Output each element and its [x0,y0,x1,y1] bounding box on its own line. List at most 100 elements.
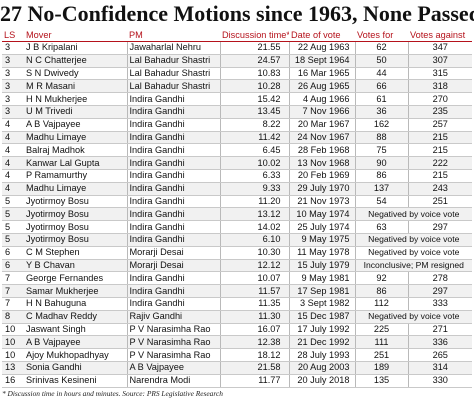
cell-votes-for: 112 [354,297,408,311]
cell-mover: H N Bahuguna [24,297,127,311]
table-row: 7 Samar Mukherjee Indira Gandhi 11.57 17 Sep… [2,284,472,298]
table-row: 4 Balraj Madhok Indira Gandhi 6.45 28 Feb 19… [2,143,472,158]
cell-votes-against: 235 [407,105,472,119]
cell-votes-for: 61 [354,92,408,106]
header-discussion-time: Discussion time* [220,28,289,42]
cell-date-of-vote: 22 Aug 1963 [288,41,355,55]
cell-votes-for: 111 [354,335,408,350]
cell-discussion-time: 14.02 [219,220,289,234]
cell-votes-against: 307 [407,54,472,68]
cell-ls: 10 [2,335,24,350]
cell-mover: Jyotirmoy Bosu [24,220,127,234]
cell-votes-for: 90 [354,156,408,170]
table-row: 5 Jyotirmoy Bosu Indira Gandhi 14.02 25 July… [2,220,472,234]
cell-votes-against: 314 [407,361,472,375]
cell-votes-for: 189 [354,361,408,375]
cell-votes-against: 333 [407,297,472,311]
cell-votes-against: 315 [407,67,472,81]
cell-discussion-time: 10.28 [219,79,289,94]
cell-vote-note: Negatived by voice vote [354,246,472,260]
cell-ls: 3 [2,41,24,55]
cell-date-of-vote: 21 Nov 1973 [288,195,355,209]
cell-discussion-time: 15.42 [219,92,289,106]
cell-votes-for: 63 [354,220,408,234]
cell-mover: M R Masani [24,79,127,94]
cell-pm: Rajiv Gandhi [126,310,220,324]
cell-pm: P V Narasimha Rao [126,323,220,337]
cell-votes-against: 318 [407,79,472,94]
cell-pm: Morarji Desai [126,246,220,260]
cell-discussion-time: 10.30 [219,246,289,260]
cell-ls: 3 [2,79,24,94]
cell-ls: 6 [2,259,24,273]
cell-ls: 3 [2,54,24,68]
table-row: 16 Srinivas Kesineni Narendra Modi 11.77 20 … [2,374,472,388]
cell-discussion-time: 9.33 [219,182,289,196]
cell-votes-against: 336 [407,335,472,350]
cell-ls: 5 [2,233,24,247]
cell-mover: Kanwar Lal Gupta [24,156,127,170]
cell-mover: A B Vajpayee [24,118,127,132]
cell-date-of-vote: 28 Feb 1968 [288,143,355,158]
cell-ls: 7 [2,297,24,311]
cell-ls: 7 [2,271,24,286]
cell-discussion-time: 24.57 [219,54,289,68]
cell-mover: Madhu Limaye [24,182,127,196]
cell-pm: Indira Gandhi [126,271,220,286]
cell-pm: Indira Gandhi [126,169,220,183]
cell-pm: Indira Gandhi [126,297,220,311]
cell-pm: Lal Bahadur Shastri [126,54,220,68]
cell-votes-against: 215 [407,143,472,158]
cell-mover: A B Vajpayee [24,335,127,350]
table-row: 10 Ajoy Mukhopadhyay P V Narasimha Rao 18.1… [2,348,472,362]
header-date-of-vote: Date of vote [289,28,355,42]
cell-ls: 13 [2,361,24,375]
cell-discussion-time: 6.33 [219,169,289,183]
cell-ls: 3 [2,92,24,106]
cell-pm: Lal Bahadur Shastri [126,79,220,94]
cell-mover: Samar Mukherjee [24,284,127,298]
header-votes-against: Votes against [408,28,472,42]
cell-mover: C Madhav Reddy [24,310,127,324]
cell-discussion-time: 10.07 [219,271,289,286]
cell-discussion-time: 10.02 [219,156,289,170]
cell-pm: Indira Gandhi [126,105,220,119]
cell-votes-against: 297 [407,284,472,298]
cell-date-of-vote: 20 July 2018 [288,374,355,388]
cell-votes-for: 86 [354,169,408,183]
cell-votes-against: 251 [407,195,472,209]
cell-vote-note: Negatived by voice vote [354,233,472,247]
cell-ls: 5 [2,220,24,234]
cell-discussion-time: 16.07 [219,323,289,337]
cell-votes-for: 225 [354,323,408,337]
cell-ls: 4 [2,143,24,158]
cell-date-of-vote: 25 July 1974 [288,220,355,234]
cell-pm: Indira Gandhi [126,284,220,298]
cell-pm: Indira Gandhi [126,195,220,209]
cell-ls: 3 [2,105,24,119]
cell-votes-for: 62 [354,41,408,55]
cell-mover: Jyotirmoy Bosu [24,233,127,247]
cell-votes-for: 162 [354,118,408,132]
cell-votes-against: 243 [407,182,472,196]
cell-date-of-vote: 20 Feb 1969 [288,169,355,183]
cell-discussion-time: 12.38 [219,335,289,350]
cell-votes-for: 135 [354,374,408,388]
cell-votes-for: 92 [354,271,408,286]
cell-mover: Balraj Madhok [24,143,127,158]
cell-votes-against: 222 [407,156,472,170]
cell-date-of-vote: 4 Aug 1966 [288,92,355,106]
header-mover: Mover [24,28,127,42]
cell-date-of-vote: 24 Nov 1967 [288,131,355,145]
cell-mover: Madhu Limaye [24,131,127,145]
cell-mover: Y B Chavan [24,259,127,273]
cell-pm: Morarji Desai [126,259,220,273]
cell-mover: Jaswant Singh [24,323,127,337]
